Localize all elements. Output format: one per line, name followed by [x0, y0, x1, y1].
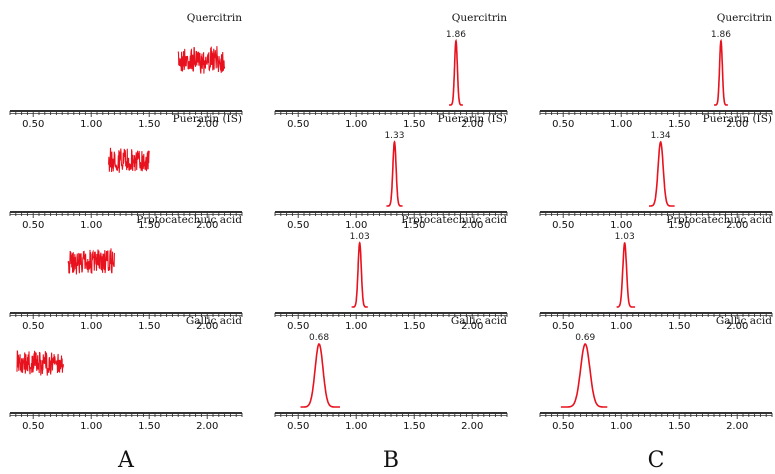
panel-c-puerarin-is-peak-trace — [649, 140, 675, 207]
panel-b-protocatechuic-acid-compound-label: Protocatechuic acid — [401, 214, 507, 226]
panel-c-quercitrin-peak-trace — [714, 38, 728, 106]
panel-c-gallic-acid-tick-label: 0.50 — [552, 421, 574, 432]
panel-b-protocatechuic-acid-tick-label: 1.50 — [403, 321, 425, 332]
panel-c-gallic-acid-minor-ticks — [539, 413, 773, 419]
panel-a-protocatechuic-acid-noise-trace — [67, 248, 115, 275]
panel-c-quercitrin-tick-label: 1.00 — [610, 119, 632, 130]
panel-b-quercitrin-tick-label: 0.50 — [287, 119, 309, 130]
panel-b-gallic-acid-tick-label: 2.00 — [461, 421, 483, 432]
panel-b-protocatechuic-acid-peak-trace — [351, 241, 368, 308]
panel-a-quercitrin-minor-ticks — [9, 111, 243, 117]
panel-a-quercitrin-tick-label: 0.50 — [22, 119, 44, 130]
panel-a-protocatechuic-acid-tick-label: 0.50 — [22, 321, 44, 332]
panel-b-protocatechuic-acid-minor-ticks — [274, 313, 508, 319]
panel-c-protocatechuic-acid-tick-label: 2.00 — [726, 321, 748, 332]
panel-a-puerarin-is-tick-label: 0.50 — [22, 220, 44, 231]
panel-a-gallic-acid-tick-label: 2.00 — [196, 421, 218, 432]
panel-b-gallic-acid-minor-ticks — [274, 413, 508, 419]
panel-a-protocatechuic-acid-minor-ticks — [9, 313, 243, 319]
panel-c-quercitrin-tick-label: 0.50 — [552, 119, 574, 130]
panel-c-quercitrin-tick-label: 1.50 — [668, 119, 690, 130]
panel-c-protocatechuic-acid-minor-ticks — [539, 313, 773, 319]
panel-b-quercitrin-tick-label: 1.50 — [403, 119, 425, 130]
panel-c-puerarin-is-tick-label: 0.50 — [552, 220, 574, 231]
panel-c-gallic-acid-tick-label: 1.50 — [668, 421, 690, 432]
panel-label-c: C — [648, 448, 665, 473]
panel-b-quercitrin-compound-label: Quercitrin — [452, 12, 507, 24]
panel-a-puerarin-is-compound-label: Puerarin (IS) — [173, 113, 242, 125]
panel-b-gallic-acid-tick-label: 1.00 — [345, 421, 367, 432]
panel-a-gallic-acid-noise-trace — [16, 350, 64, 376]
panel-c-quercitrin-retention-time-label: 1.86 — [711, 30, 731, 40]
panel-b-quercitrin-minor-ticks — [274, 111, 508, 117]
panel-c-protocatechuic-acid-compound-label: Protocatechuic acid — [666, 214, 772, 226]
panel-b-puerarin-is-compound-label: Puerarin (IS) — [438, 113, 507, 125]
panel-a-puerarin-is-tick-label: 1.50 — [138, 220, 160, 231]
panel-a-gallic-acid-tick-label: 0.50 — [22, 421, 44, 432]
panel-b-puerarin-is-tick-label: 1.00 — [345, 220, 367, 231]
panel-c-protocatechuic-acid-retention-time-label: 1.03 — [615, 232, 635, 242]
panel-b-quercitrin-retention-time-label: 1.86 — [446, 30, 466, 40]
panel-c-quercitrin-minor-ticks — [539, 111, 773, 117]
panel-a-quercitrin-noise-trace — [177, 45, 226, 74]
panel-b-protocatechuic-acid-tick-label: 0.50 — [287, 321, 309, 332]
panel-c-protocatechuic-acid-tick-label: 0.50 — [552, 321, 574, 332]
panel-b-puerarin-is-retention-time-label: 1.33 — [384, 131, 404, 141]
panel-label-a: A — [117, 448, 135, 473]
panel-b-puerarin-is-minor-ticks — [274, 212, 508, 218]
panel-c-puerarin-is-compound-label: Puerarin (IS) — [703, 113, 772, 125]
panel-b-quercitrin-tick-label: 1.00 — [345, 119, 367, 130]
panel-a-puerarin-is-tick-label: 2.00 — [196, 220, 218, 231]
panel-b-gallic-acid-retention-time-label: 0.68 — [309, 333, 329, 343]
panel-a-protocatechuic-acid-tick-label: 2.00 — [196, 321, 218, 332]
panel-b-puerarin-is-tick-label: 1.50 — [403, 220, 425, 231]
panel-label-b: B — [383, 448, 399, 473]
panel-c-puerarin-is-minor-ticks — [539, 212, 773, 218]
panel-c-gallic-acid-peak-trace — [560, 343, 608, 408]
panel-b-gallic-acid-peak-trace — [300, 342, 340, 408]
panel-a-puerarin-is-tick-label: 1.00 — [80, 220, 102, 231]
panel-c-puerarin-is-tick-label: 1.00 — [610, 220, 632, 231]
panel-a-quercitrin-tick-label: 2.00 — [196, 119, 218, 130]
panel-c-puerarin-is-tick-label: 1.50 — [668, 220, 690, 231]
panel-a-protocatechuic-acid-compound-label: Protocatechuic acid — [136, 214, 242, 226]
panel-c-quercitrin-tick-label: 2.00 — [726, 119, 748, 130]
panel-c-gallic-acid-compound-label: Gallic acid — [716, 315, 772, 327]
panel-c-puerarin-is-retention-time-label: 1.34 — [651, 131, 671, 141]
panel-c-gallic-acid-retention-time-label: 0.69 — [575, 333, 595, 343]
panel-b-puerarin-is-tick-label: 0.50 — [287, 220, 309, 231]
panel-c-gallic-acid-tick-label: 2.00 — [726, 421, 748, 432]
panel-b-quercitrin-tick-label: 2.00 — [461, 119, 483, 130]
panel-c-quercitrin-compound-label: Quercitrin — [717, 12, 772, 24]
panel-c-gallic-acid-tick-label: 1.00 — [610, 421, 632, 432]
panel-b-protocatechuic-acid-tick-label: 2.00 — [461, 321, 483, 332]
panel-a-quercitrin-compound-label: Quercitrin — [187, 12, 242, 24]
panel-a-protocatechuic-acid-tick-label: 1.50 — [138, 321, 160, 332]
panel-b-gallic-acid-tick-label: 1.50 — [403, 421, 425, 432]
panel-a-gallic-acid-tick-label: 1.00 — [80, 421, 102, 432]
panel-a-gallic-acid-compound-label: Gallic acid — [186, 315, 242, 327]
panel-a-quercitrin-tick-label: 1.50 — [138, 119, 160, 130]
panel-a-gallic-acid-minor-ticks — [9, 413, 243, 419]
panel-b-puerarin-is-peak-trace — [386, 140, 403, 207]
panel-b-protocatechuic-acid-retention-time-label: 1.03 — [350, 232, 370, 242]
panel-b-protocatechuic-acid-tick-label: 1.00 — [345, 321, 367, 332]
panel-a-puerarin-is-minor-ticks — [9, 212, 243, 218]
panel-a-gallic-acid-tick-label: 1.50 — [138, 421, 160, 432]
panel-a-protocatechuic-acid-tick-label: 1.00 — [80, 321, 102, 332]
panel-b-gallic-acid-compound-label: Gallic acid — [451, 315, 507, 327]
panel-b-gallic-acid-tick-label: 0.50 — [287, 421, 309, 432]
panel-c-protocatechuic-acid-tick-label: 1.00 — [610, 321, 632, 332]
panel-a-quercitrin-tick-label: 1.00 — [80, 119, 102, 130]
panel-c-puerarin-is-tick-label: 2.00 — [726, 220, 748, 231]
panel-a-puerarin-is-noise-trace — [108, 147, 150, 173]
panel-c-protocatechuic-acid-tick-label: 1.50 — [668, 321, 690, 332]
panel-b-puerarin-is-tick-label: 2.00 — [461, 220, 483, 231]
panel-b-quercitrin-peak-trace — [449, 38, 463, 106]
panel-c-protocatechuic-acid-peak-trace — [616, 241, 636, 308]
